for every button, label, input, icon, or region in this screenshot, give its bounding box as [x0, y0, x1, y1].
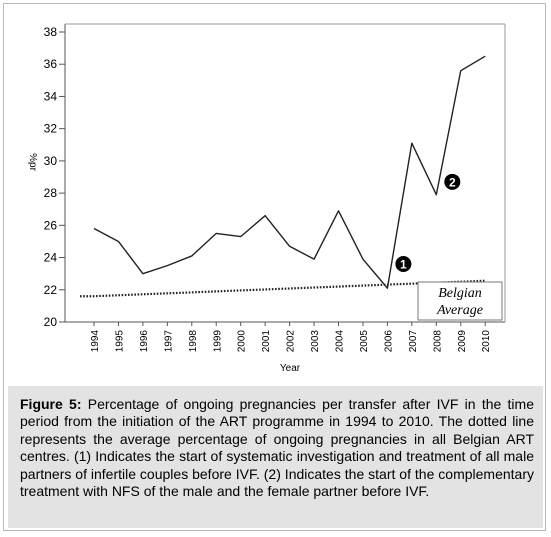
x-tick-label: 2009: [457, 330, 468, 353]
y-tick-label: 32: [44, 122, 58, 136]
y-tick-label: 26: [44, 218, 58, 232]
x-tick-label: 1994: [90, 330, 101, 353]
average-trend-line: [80, 279, 486, 298]
x-tick-label: 2007: [408, 330, 419, 353]
caption-text: Percentage of ongoing pregnancies per tr…: [20, 396, 534, 500]
figure-caption: Figure 5: Percentage of ongoing pregnanc…: [20, 396, 534, 500]
y-tick-label: 38: [44, 25, 58, 39]
x-tick-label: 1997: [163, 330, 174, 353]
x-tick-label: 2003: [310, 330, 321, 353]
x-tick-label: 2000: [237, 330, 248, 353]
y-tick-label: 22: [44, 283, 58, 297]
legend-box: [417, 281, 503, 321]
figure-label: Figure 5:: [20, 396, 82, 412]
x-tick-label: 2006: [383, 330, 394, 353]
x-tick-label: 1996: [139, 330, 150, 353]
y-axis-title: %pr: [27, 153, 38, 171]
y-tick-label: 30: [44, 154, 58, 168]
y-tick-label: 34: [44, 89, 58, 103]
annotation-marker-label: 2: [449, 175, 456, 189]
legend-label-line1: Belgian: [438, 286, 482, 301]
x-tick-label: 1999: [212, 330, 223, 353]
x-tick-label: 1995: [114, 330, 125, 353]
x-tick-label: 2008: [432, 330, 443, 353]
annotation-marker-label: 1: [400, 258, 407, 272]
y-tick-label: 28: [44, 186, 58, 200]
y-tick-label: 20: [44, 315, 58, 329]
x-tick-label: 2004: [335, 330, 346, 353]
pregnancy-rate-line: [93, 55, 486, 289]
y-tick-label: 36: [44, 57, 58, 71]
y-tick-label: 24: [44, 251, 58, 265]
line-chart: 20 22 24 26 28 30 32 34 36 38 1994 1995 1996 1997 1998…: [27, 23, 506, 374]
legend-label-line2: Average: [436, 303, 483, 318]
x-tick-label: 2010: [481, 330, 492, 353]
annotation-marker: [395, 256, 412, 272]
caption-background: [8, 386, 543, 528]
annotation-marker: [444, 173, 461, 190]
figure-frame: [3, 3, 546, 531]
x-tick-label: 1998: [188, 330, 199, 353]
x-tick-label: 2002: [286, 330, 297, 353]
x-axis-title: Year: [280, 363, 301, 374]
x-tick-label: 2001: [261, 330, 272, 353]
x-tick-label: 2005: [359, 330, 370, 353]
